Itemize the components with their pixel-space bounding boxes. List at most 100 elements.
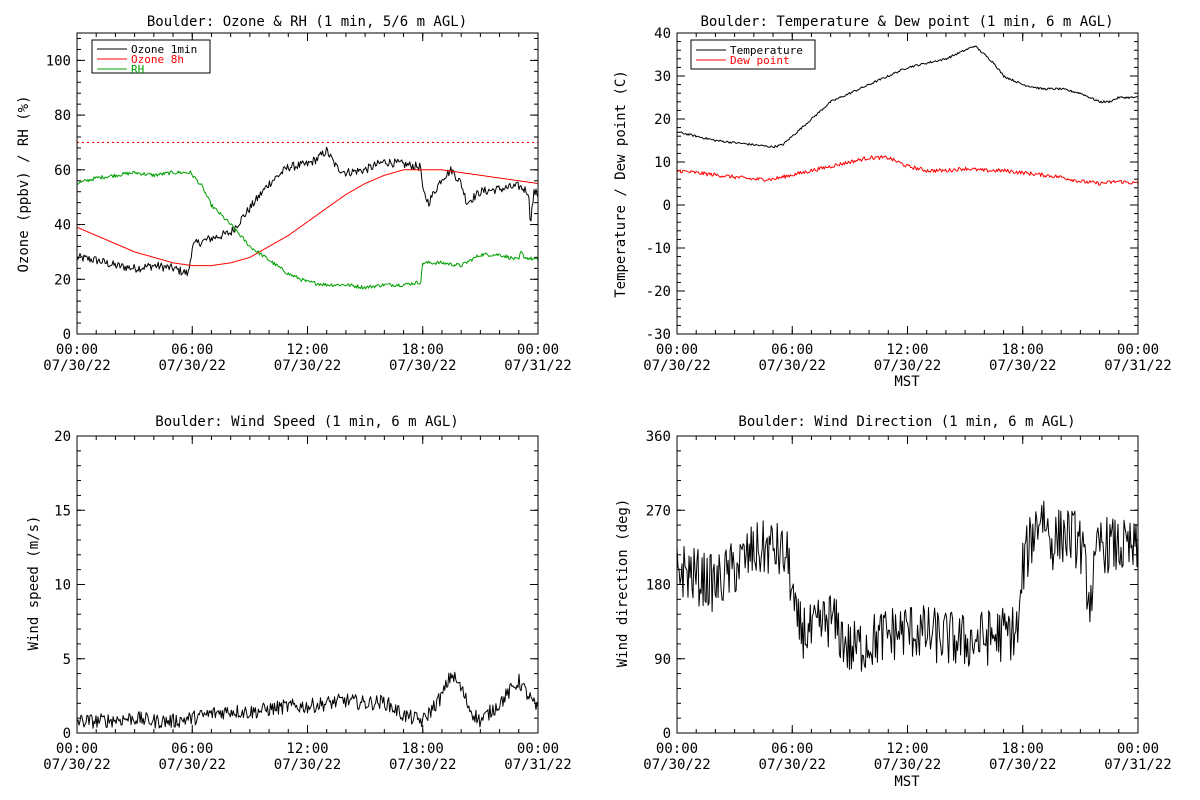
plot-series-group xyxy=(76,671,539,729)
y-tick-label: 360 xyxy=(646,429,671,445)
y-tick-label: 15 xyxy=(54,503,71,519)
legend-label-temperature: Temperature xyxy=(730,44,803,57)
x-tick-time-label: 00:00 xyxy=(1117,342,1159,358)
y-tick-label: -10 xyxy=(646,241,671,257)
x-tick-time-label: 18:00 xyxy=(1002,741,1044,757)
y-tick-label: 40 xyxy=(654,26,671,42)
series-line-dew-point xyxy=(676,155,1139,186)
x-tick-time-label: 18:00 xyxy=(402,741,444,757)
panel-title: Boulder: Wind Speed (1 min, 6 m AGL) xyxy=(155,414,458,430)
x-tick-time-label: 06:00 xyxy=(771,741,813,757)
y-tick-label: 0 xyxy=(63,726,71,742)
y-axis-label: Ozone (ppbv) / RH (%) xyxy=(16,95,32,272)
series-line-ozone-1min xyxy=(76,146,539,277)
x-tick-date-label: 07/31/22 xyxy=(504,358,571,374)
plot-series-group xyxy=(76,146,539,290)
legend-label-rh: RH xyxy=(131,63,144,76)
panel-wind-speed: Boulder: Wind Speed (1 min, 6 m AGL) Win… xyxy=(26,414,572,773)
plot-frame xyxy=(76,435,539,734)
panel-title: Boulder: Wind Direction (1 min, 6 m AGL) xyxy=(738,414,1075,430)
x-tick-time-label: 06:00 xyxy=(171,342,213,358)
x-tick-date-label: 07/30/22 xyxy=(389,358,456,374)
axis-ticks: -30-20-1001020304000:0007/30/2206:0007/3… xyxy=(643,26,1171,374)
x-tick-date-label: 07/30/22 xyxy=(43,358,110,374)
x-tick-time-label: 00:00 xyxy=(656,342,698,358)
y-axis-label: Wind speed (m/s) xyxy=(26,516,42,651)
plot-frame xyxy=(676,32,1139,335)
x-tick-date-label: 07/30/22 xyxy=(643,358,710,374)
plot-series-group xyxy=(676,500,1139,672)
x-tick-date-label: 07/30/22 xyxy=(274,757,341,773)
x-tick-date-label: 07/30/22 xyxy=(643,757,710,773)
y-tick-label: 20 xyxy=(654,112,671,128)
legend-box xyxy=(91,39,211,74)
x-tick-time-label: 18:00 xyxy=(1002,342,1044,358)
y-tick-label: 80 xyxy=(54,108,71,124)
legend-label-ozone-1min: Ozone 1min xyxy=(131,43,197,56)
y-tick-label: -20 xyxy=(646,284,671,300)
legend-label-dew-point: Dew point xyxy=(730,54,790,67)
y-tick-label: 100 xyxy=(46,53,71,69)
y-tick-label: 270 xyxy=(646,503,671,519)
x-tick-date-label: 07/31/22 xyxy=(504,757,571,773)
x-tick-date-label: 07/30/22 xyxy=(874,358,941,374)
panel-title: Boulder: Temperature & Dew point (1 min,… xyxy=(700,14,1113,30)
legend: Temperature Dew point xyxy=(690,39,816,70)
x-tick-time-label: 00:00 xyxy=(656,741,698,757)
plot-series-group xyxy=(676,45,1139,186)
x-tick-time-label: 06:00 xyxy=(771,342,813,358)
y-tick-label: 40 xyxy=(54,218,71,234)
x-tick-time-label: 00:00 xyxy=(517,741,559,757)
y-tick-label: 90 xyxy=(654,652,671,668)
panel-wind-direction: Boulder: Wind Direction (1 min, 6 m AGL)… xyxy=(615,414,1172,790)
x-tick-time-label: 00:00 xyxy=(56,741,98,757)
legend: Ozone 1min Ozone 8h RH xyxy=(91,39,211,76)
x-tick-time-label: 12:00 xyxy=(886,741,928,757)
x-axis-label: MST xyxy=(894,374,920,390)
panel-temperature-dewpoint: Boulder: Temperature & Dew point (1 min,… xyxy=(613,14,1172,390)
x-tick-time-label: 12:00 xyxy=(886,342,928,358)
x-tick-date-label: 07/30/22 xyxy=(989,358,1056,374)
x-tick-date-label: 07/31/22 xyxy=(1104,757,1171,773)
series-line-series xyxy=(76,671,539,729)
x-tick-time-label: 18:00 xyxy=(402,342,444,358)
y-tick-label: 10 xyxy=(54,578,71,594)
series-line-series xyxy=(676,500,1139,672)
x-tick-time-label: 00:00 xyxy=(1117,741,1159,757)
x-axis-label: MST xyxy=(894,774,920,790)
series-line-rh xyxy=(76,170,539,290)
y-tick-label: 10 xyxy=(654,155,671,171)
series-line-ozone-8h xyxy=(76,169,539,267)
axis-ticks: 02040608010000:0007/30/2206:0007/30/2212… xyxy=(43,33,572,374)
x-tick-time-label: 12:00 xyxy=(286,342,328,358)
axis-ticks: 09018027036000:0007/30/2206:0007/30/2212… xyxy=(643,429,1171,773)
series-line-temperature xyxy=(676,45,1139,149)
x-tick-date-label: 07/30/22 xyxy=(989,757,1056,773)
x-tick-date-label: 07/30/22 xyxy=(274,358,341,374)
y-axis-label: Temperature / Dew point (C) xyxy=(613,70,629,298)
x-tick-date-label: 07/30/22 xyxy=(159,757,226,773)
y-tick-label: 180 xyxy=(646,578,671,594)
y-tick-label: 0 xyxy=(663,726,671,742)
x-tick-date-label: 07/30/22 xyxy=(159,358,226,374)
y-axis-label: Wind direction (deg) xyxy=(615,499,631,668)
y-tick-label: 0 xyxy=(63,327,71,343)
legend-box xyxy=(690,39,816,70)
x-tick-date-label: 07/30/22 xyxy=(43,757,110,773)
panel-title: Boulder: Ozone & RH (1 min, 5/6 m AGL) xyxy=(147,14,467,30)
x-tick-date-label: 07/30/22 xyxy=(759,757,826,773)
x-tick-date-label: 07/31/22 xyxy=(1104,358,1171,374)
y-tick-label: 0 xyxy=(663,198,671,214)
x-tick-date-label: 07/30/22 xyxy=(389,757,456,773)
x-tick-time-label: 00:00 xyxy=(56,342,98,358)
y-tick-label: -30 xyxy=(646,327,671,343)
plot-frame xyxy=(76,32,539,335)
x-tick-date-label: 07/30/22 xyxy=(874,757,941,773)
x-tick-time-label: 00:00 xyxy=(517,342,559,358)
plot-frame xyxy=(676,435,1139,734)
x-tick-date-label: 07/30/22 xyxy=(759,358,826,374)
y-tick-label: 30 xyxy=(654,69,671,85)
y-tick-label: 20 xyxy=(54,429,71,445)
x-tick-time-label: 06:00 xyxy=(171,741,213,757)
